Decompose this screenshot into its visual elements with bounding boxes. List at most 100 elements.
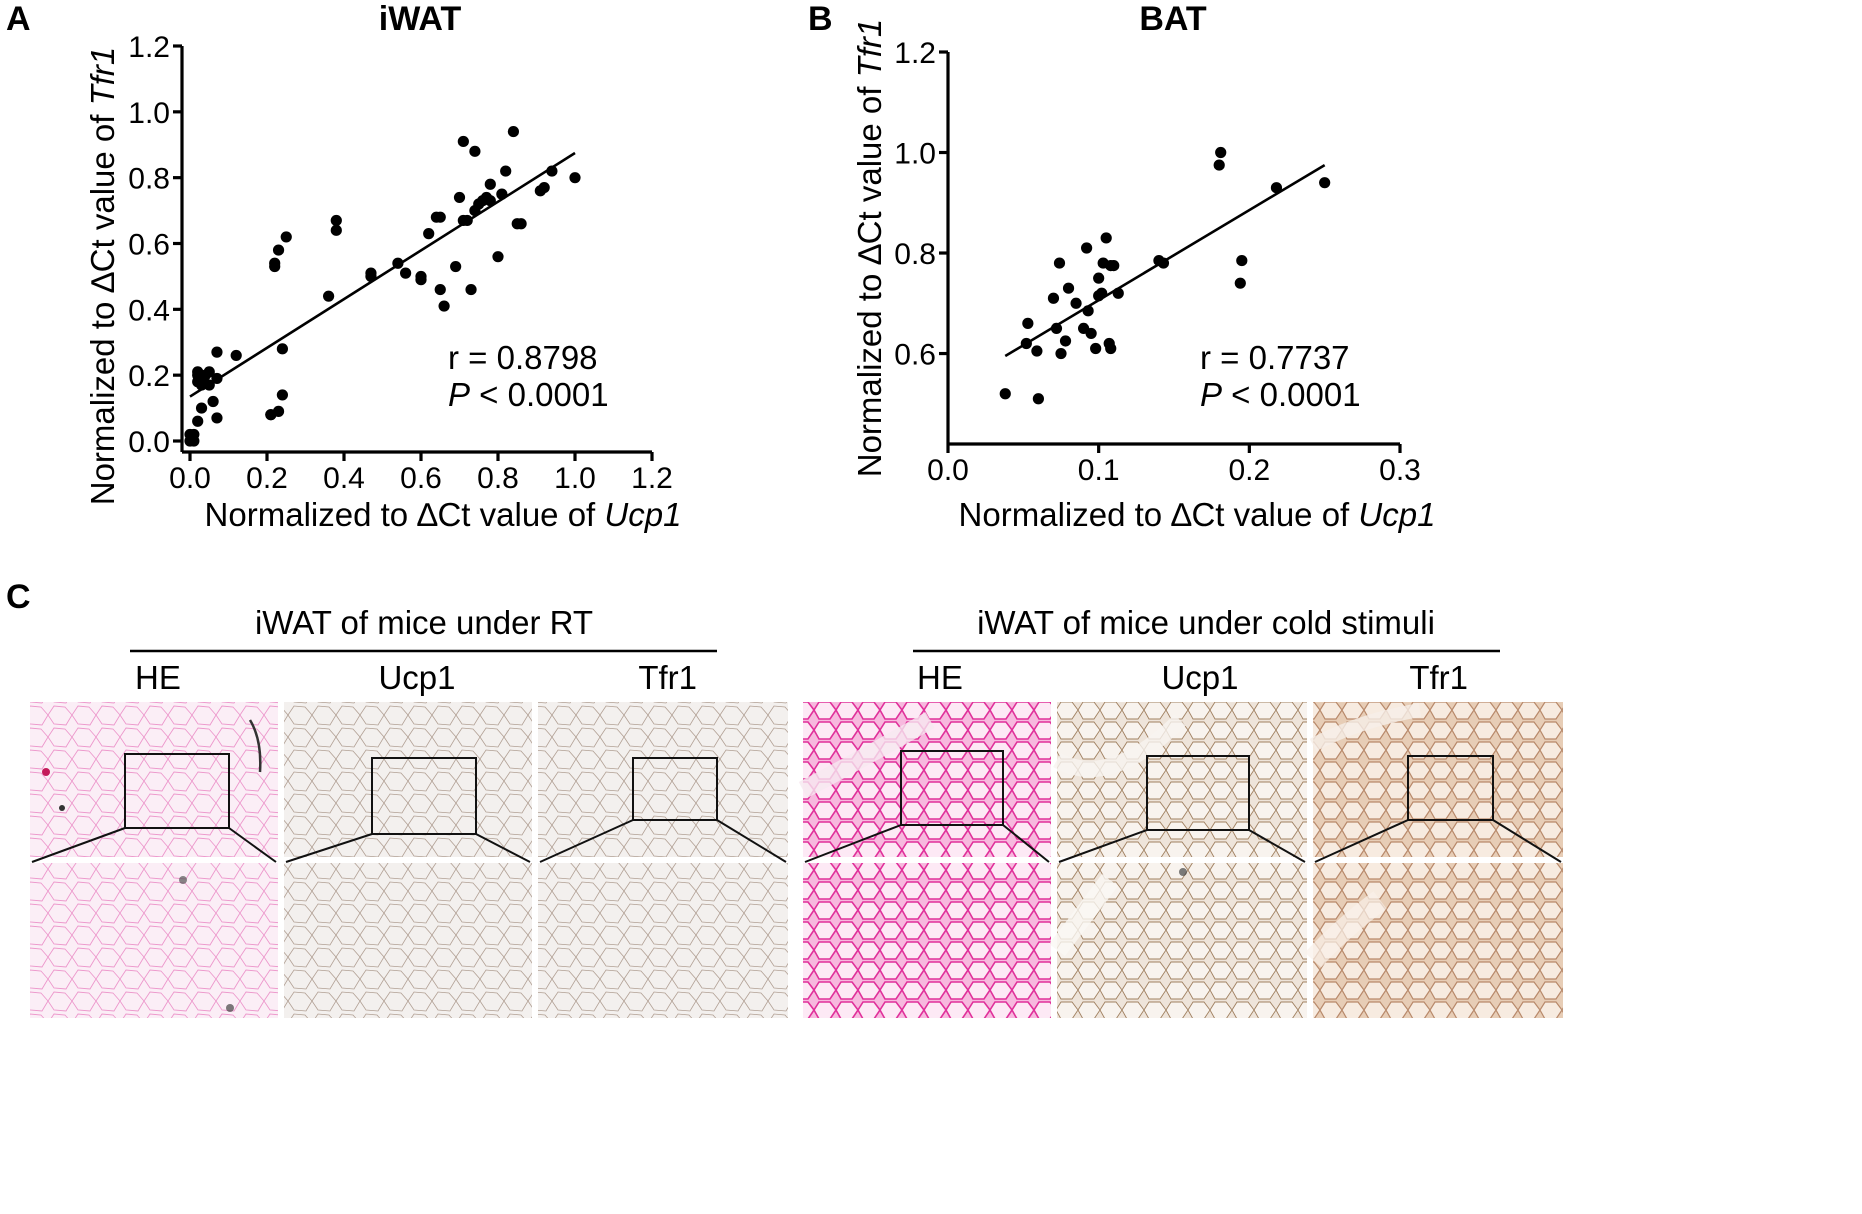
panel-letter-a: A xyxy=(6,0,31,38)
tissue-band xyxy=(1049,873,1118,957)
y-tick-label: 0.4 xyxy=(128,294,170,327)
rt-ucp1-zoom-image xyxy=(284,863,532,1018)
tissue-artifact xyxy=(42,768,50,776)
data-point xyxy=(1234,277,1246,289)
data-point xyxy=(1090,342,1102,355)
data-point xyxy=(450,260,462,273)
data-point xyxy=(1213,159,1225,171)
tissue-artifact xyxy=(59,805,65,811)
x-ticks: 0.0 0.2 0.4 0.6 0.8 1.0 1.2 xyxy=(169,452,673,495)
x-ticks: 0.0 0.1 0.2 0.3 xyxy=(927,444,1421,487)
data-point xyxy=(1032,393,1044,405)
y-axis-title: Normalized to ∆Ct value of Tfr1 xyxy=(851,19,888,478)
data-point xyxy=(469,145,481,157)
x-tick-label: 0.0 xyxy=(927,454,969,487)
cold-col-ucp1: Ucp1 xyxy=(1161,659,1238,696)
rt-tfr1-overview-image xyxy=(538,702,788,857)
data-point xyxy=(1108,259,1120,272)
rt-col-ucp1: Ucp1 xyxy=(378,659,455,696)
bat-scatter-chart: B BAT 0.0 0.1 0.2 0.3 0.6 0.8 1.0 1.2 Normaliz… xyxy=(808,0,1435,533)
rt-group-title: iWAT of mice under RT xyxy=(255,604,593,641)
data-point xyxy=(365,270,377,283)
y-tick-label: 0.8 xyxy=(894,238,936,271)
y-tick-label: 1.2 xyxy=(128,31,170,64)
data-point xyxy=(1319,177,1331,189)
tissue-band xyxy=(1309,703,1422,752)
correlation-r: r = 0.8798 xyxy=(448,339,598,376)
data-point xyxy=(999,388,1011,400)
data-point xyxy=(1047,292,1060,304)
y-tick-label: 0.0 xyxy=(128,426,170,459)
rt-he-inset-box xyxy=(124,753,230,829)
zoom-connector xyxy=(475,833,531,863)
data-point xyxy=(1270,182,1283,194)
data-point xyxy=(1050,322,1063,335)
x-tick-label: 0.1 xyxy=(1078,454,1120,487)
data-point xyxy=(330,224,342,236)
rt-ucp1-inset-box xyxy=(371,757,477,835)
cold-tfr1-inset-box xyxy=(1407,755,1494,821)
data-point xyxy=(1085,327,1097,340)
y-tick-label: 0.6 xyxy=(128,229,170,262)
rt-ucp1-overview-image xyxy=(284,702,532,857)
rt-he-zoom-image xyxy=(30,863,278,1018)
data-point xyxy=(207,395,219,408)
tissue-artifact xyxy=(1179,868,1187,876)
data-point xyxy=(211,346,223,358)
data-point xyxy=(492,251,504,263)
data-point xyxy=(1157,257,1170,269)
data-point xyxy=(484,195,496,207)
y-tick-label: 0.2 xyxy=(128,360,170,393)
data-point xyxy=(538,181,550,194)
data-point xyxy=(434,283,446,296)
data-point xyxy=(192,415,204,427)
data-point xyxy=(1070,297,1082,309)
panel-letter-c: C xyxy=(6,578,31,616)
cold-col-tfr1: Tfr1 xyxy=(1409,659,1468,696)
y-axis-title: Normalized to ∆Ct value of Tfr1 xyxy=(84,47,121,506)
data-point xyxy=(392,257,404,269)
data-point xyxy=(211,412,223,424)
data-points xyxy=(184,125,581,447)
regression-line xyxy=(189,151,576,398)
rt-he-overview-image xyxy=(30,702,278,857)
data-point xyxy=(1215,146,1227,159)
iwat-scatter-chart: A iWAT 0.0 0.2 0.4 0.6 0.8 1.0 1.2 0.00.20.40.… xyxy=(6,0,681,533)
data-point xyxy=(1093,272,1105,284)
rt-tfr1-inset-box xyxy=(632,757,718,821)
rt-tfr1-zoom-image xyxy=(538,863,788,1018)
y-tick-label: 1.0 xyxy=(894,138,936,171)
x-axis-title: Normalized to ∆Ct value of Ucp1 xyxy=(205,496,682,533)
cold-he-zoom-image xyxy=(803,863,1051,1018)
tissue-band xyxy=(798,712,935,798)
data-point xyxy=(1105,342,1117,355)
tissue-band xyxy=(1053,714,1186,777)
data-point xyxy=(546,165,558,177)
x-tick-label: 0.3 xyxy=(1379,454,1421,487)
data-point xyxy=(269,260,281,273)
data-point xyxy=(453,191,466,204)
zoom-connector xyxy=(716,819,787,863)
zoom-connector xyxy=(1248,829,1306,863)
chart-title: iWAT xyxy=(379,0,462,38)
zoom-connector xyxy=(1002,824,1050,863)
data-point xyxy=(276,389,288,401)
data-point xyxy=(203,379,215,391)
x-tick-label: 1.2 xyxy=(631,462,673,495)
x-tick-label: 0.0 xyxy=(169,462,211,495)
y-tick-label: 0.6 xyxy=(894,339,936,372)
x-tick-label: 1.0 xyxy=(554,462,596,495)
x-tick-label: 0.2 xyxy=(246,462,288,495)
data-point xyxy=(1236,254,1248,267)
correlation-r: r = 0.7737 xyxy=(1200,339,1350,376)
chart-title: BAT xyxy=(1139,0,1207,38)
data-point xyxy=(465,283,477,296)
data-point xyxy=(272,244,285,256)
zoom-connector xyxy=(1314,819,1409,863)
data-point xyxy=(1059,335,1072,347)
zoom-connector xyxy=(31,827,126,863)
rt-col-he: HE xyxy=(135,659,181,696)
data-point xyxy=(203,366,215,378)
x-tick-label: 0.8 xyxy=(477,462,519,495)
data-point xyxy=(330,214,342,227)
